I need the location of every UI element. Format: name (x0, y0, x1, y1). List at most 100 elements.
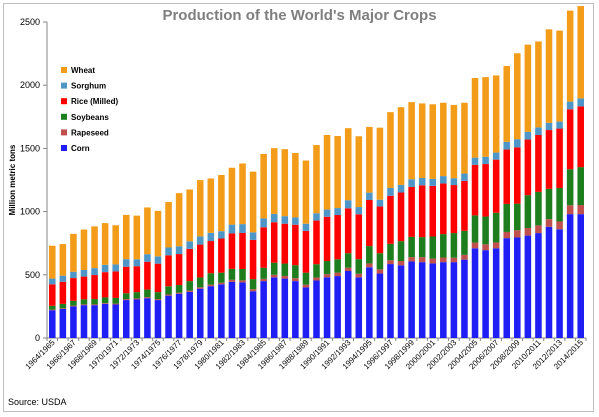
bar-segment-wheat (397, 107, 405, 185)
bar-segment-corn (376, 273, 384, 338)
bar-segment-corn (144, 298, 151, 338)
bar-segment-corn (366, 267, 373, 338)
bar-segment-soybeans (482, 216, 489, 245)
bar-segment-sorghum (545, 122, 553, 131)
bar-segment-rapeseed (429, 258, 437, 264)
bar-segment-sorghum (165, 247, 172, 256)
bar-segment-sorghum (112, 264, 119, 272)
bar-segment-wheat (482, 77, 489, 157)
bar-segment-rapeseed (344, 267, 352, 272)
bar-segment-rice-milled (186, 248, 193, 282)
bar-segment-sorghum (334, 208, 341, 216)
bar-segment-corn (122, 300, 130, 338)
bar-segment-rice-milled (144, 261, 151, 290)
bar-segment-soybeans (144, 289, 151, 298)
bar-segment-rice-milled (471, 164, 479, 216)
bar-segment-soybeans (461, 230, 468, 255)
chart-title: Production of the World's Major Crops (162, 7, 437, 24)
bar-segment-corn (281, 278, 289, 338)
bar-segment-rice-milled (207, 241, 215, 274)
y-tick-label: 1500 (20, 143, 40, 153)
source-note: Source: USDA (8, 397, 67, 407)
bar-segment-rapeseed (376, 269, 384, 274)
legend-label: Rapeseed (71, 128, 109, 137)
bar-segment-rapeseed (196, 287, 204, 289)
bar-segment-rapeseed (408, 257, 415, 262)
bar-segment-rice-milled (323, 216, 331, 262)
bar-segment-corn (344, 271, 352, 338)
bar-segment-corn (387, 264, 394, 338)
bar-segment-corn (524, 235, 532, 338)
bar-segment-rapeseed (218, 282, 225, 285)
bar-segment-wheat (313, 144, 320, 214)
bar-segment-rice-milled (196, 244, 204, 278)
bar-segment-rice-milled (122, 266, 130, 294)
bar-segment-rapeseed (59, 308, 67, 309)
bar-segment-sorghum (577, 98, 584, 107)
bar-segment-rice-milled (249, 239, 257, 280)
y-tick-label: 1000 (20, 207, 40, 217)
bar-segment-rapeseed (154, 299, 162, 301)
bar-segment-rice-milled (175, 254, 183, 286)
bar-segment-sorghum (471, 157, 479, 165)
bar-segment-rapeseed (334, 272, 341, 277)
bar-segment-rapeseed (260, 278, 267, 282)
bar-segment-rapeseed (492, 242, 500, 249)
bar-segment-corn (101, 303, 109, 338)
bar-segment-corn (556, 229, 563, 338)
bar-segment-wheat (514, 53, 521, 140)
bar-segment-sorghum (440, 176, 447, 184)
bar-segment-wheat (418, 103, 426, 178)
bar-segment-rapeseed (556, 221, 563, 230)
bar-segment-wheat (270, 148, 278, 214)
legend-swatch (61, 129, 67, 136)
bar-segment-soybeans (260, 267, 267, 279)
y-axis-ticks: 0 500 1000 1500 2000 2500 (20, 17, 47, 343)
bar-segment-corn (91, 305, 98, 338)
bar-segment-wheat (355, 136, 363, 208)
bar-segment-soybeans (577, 167, 584, 206)
bar-segment-wheat (101, 223, 109, 265)
y-tick-label: 2000 (20, 80, 40, 90)
bar-segment-soybeans (249, 279, 257, 290)
bar-segment-rapeseed (524, 228, 532, 236)
bar-segment-rice-milled (535, 135, 542, 192)
bar-segment-soybeans (355, 259, 363, 274)
bar-segment-sorghum (535, 127, 542, 135)
bar-segment-rapeseed (80, 304, 88, 306)
bar-segment-soybeans (292, 265, 299, 279)
bar-segment-wheat (408, 102, 415, 180)
x-axis-ticks: 1964/19651966/19671968/19691970/19711972… (24, 338, 587, 371)
bar-segment-rapeseed (355, 273, 363, 278)
bar-segment-wheat (302, 160, 310, 224)
bar-segment-sorghum (70, 271, 77, 279)
bar-segment-rice-milled (302, 230, 310, 273)
bar-segment-soybeans (545, 188, 553, 220)
bar-segment-rice-milled (101, 272, 109, 298)
bar-segment-wheat (260, 153, 267, 219)
bar-segment-rice-milled (376, 206, 384, 254)
bar-segment-corn (112, 304, 119, 338)
bar-segment-rapeseed (577, 205, 584, 215)
bar-segment-soybeans (175, 285, 183, 293)
bar-series-group (49, 6, 584, 338)
bar-segment-sorghum (429, 178, 437, 186)
y-axis-label: Million metric tons (8, 144, 17, 215)
bar-segment-rapeseed (503, 231, 511, 239)
bar-segment-soybeans (492, 212, 500, 243)
bar-segment-rapeseed (418, 257, 426, 263)
bar-segment-soybeans (186, 281, 193, 291)
bar-segment-rice-milled (292, 224, 299, 266)
bar-segment-corn (577, 214, 584, 338)
bar-segment-soybeans (228, 268, 236, 280)
bar-segment-rice-milled (344, 208, 352, 254)
bar-segment-wheat (535, 41, 542, 128)
bar-segment-soybeans (440, 234, 447, 258)
bar-segment-rapeseed (545, 219, 553, 227)
bar-segment-soybeans (471, 215, 479, 243)
bar-segment-soybeans (91, 299, 98, 305)
bar-segment-wheat (334, 136, 341, 209)
bar-segment-rapeseed (514, 230, 521, 238)
bar-segment-soybeans (207, 273, 215, 285)
bar-segment-corn (323, 277, 331, 338)
